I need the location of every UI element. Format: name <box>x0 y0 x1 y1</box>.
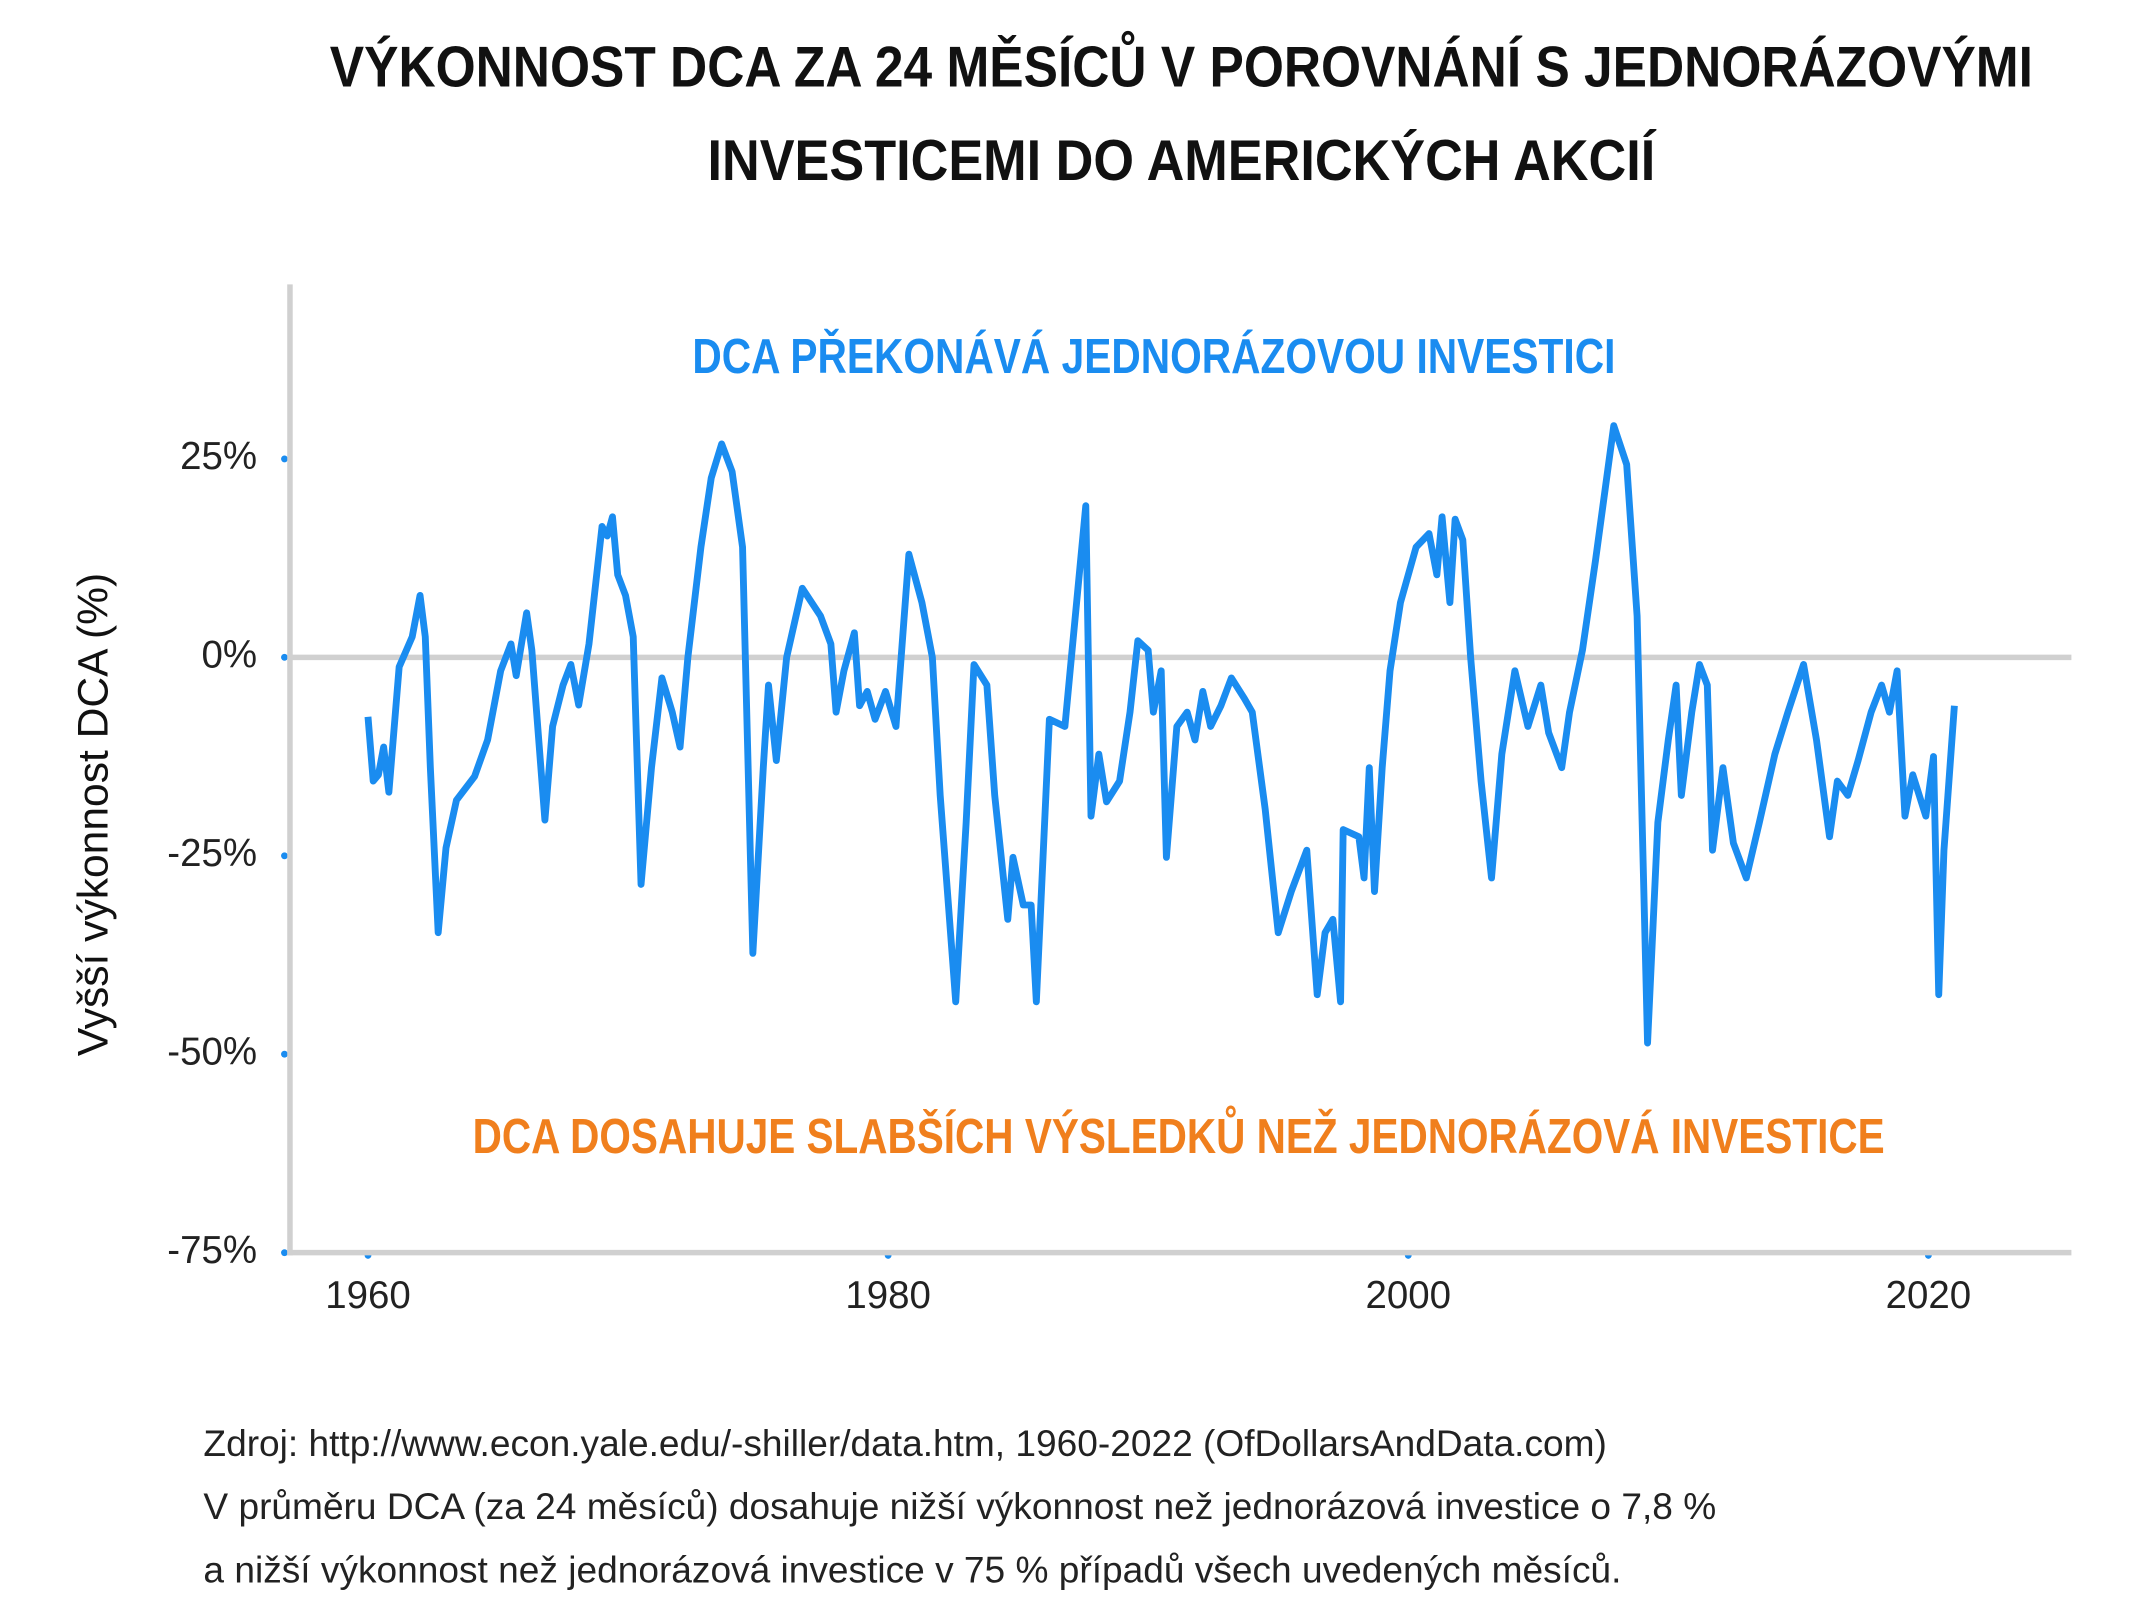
y-tick-label: 25% <box>180 435 257 478</box>
y-tick-mark <box>281 852 288 860</box>
annotation: DCA DOSAHUJE SLABŠÍCH VÝSLEDKŮ NEŽ JEDNO… <box>473 1104 1885 1164</box>
footnote: Zdroj: http://www.econ.yale.edu/-shiller… <box>203 1422 1606 1464</box>
chart-title: INVESTICEMI DO AMERICKÝCH AKCIÍ <box>708 128 1658 193</box>
x-tick-label: 1960 <box>325 1274 411 1317</box>
y-tick-mark <box>281 455 288 463</box>
y-axis-label: Vyšší výkonnost DCA (%) <box>70 573 118 1056</box>
y-tick-label: -50% <box>167 1030 257 1073</box>
y-tick-mark <box>281 1249 288 1257</box>
x-tick-label: 2000 <box>1365 1274 1451 1317</box>
x-tick-label: 2020 <box>1886 1274 1972 1317</box>
y-tick-mark <box>281 653 288 661</box>
y-tick-mark <box>281 1050 288 1058</box>
y-tick-label: -75% <box>167 1229 257 1272</box>
footnote: a nižší výkonnost než jednorázová invest… <box>203 1548 1621 1590</box>
annotation: DCA PŘEKONÁVÁ JEDNORÁZOVOU INVESTICI <box>692 328 1615 384</box>
x-tick-label: 1980 <box>845 1274 931 1317</box>
chart-title: VÝKONNOST DCA ZA 24 MĚSÍCŮ V POROVNÁNÍ S… <box>330 31 2033 100</box>
footnote: V průměru DCA (za 24 měsíců) dosahuje ni… <box>203 1485 1716 1527</box>
y-tick-label: -25% <box>167 832 257 875</box>
y-tick-label: 0% <box>201 634 257 677</box>
data-line <box>364 422 1958 1047</box>
